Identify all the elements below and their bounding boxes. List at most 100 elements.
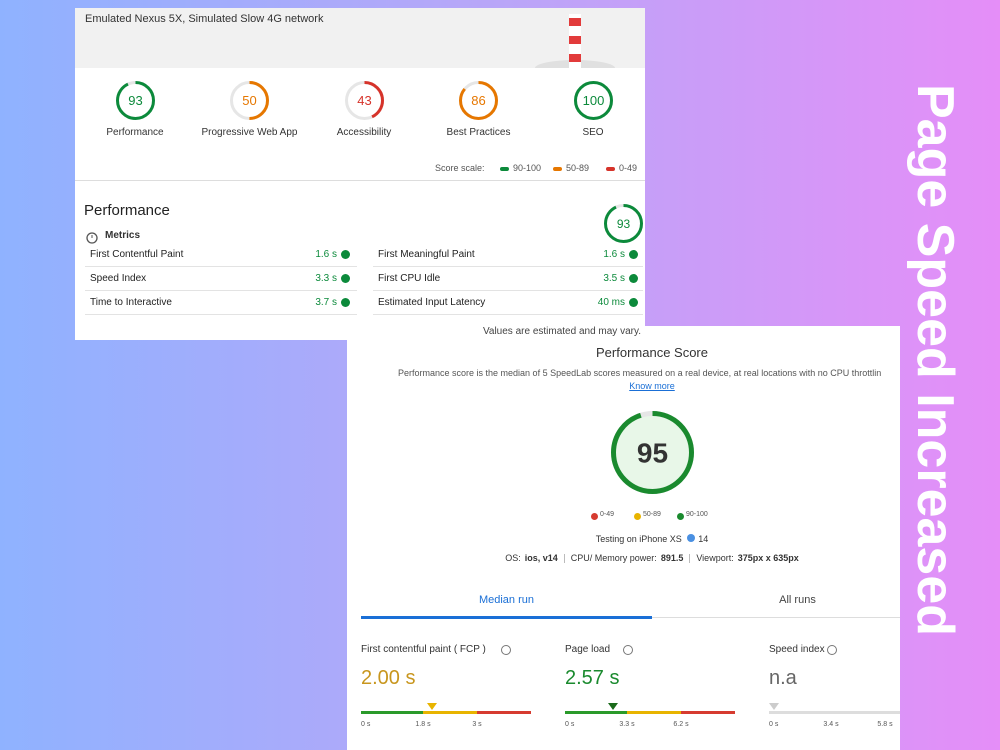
header: [75, 8, 645, 68]
gauge-score: 50: [242, 93, 256, 108]
legend-label: 90-100: [686, 511, 708, 518]
spec-label: Viewport:: [696, 553, 734, 563]
metric-value: 1.6 s: [315, 249, 337, 260]
marker: [769, 703, 779, 710]
know-more-link[interactable]: Know more: [629, 381, 675, 391]
gauge-score: 43: [357, 93, 371, 108]
version: 14: [698, 534, 709, 544]
scale-range: 90-100: [513, 163, 542, 173]
gauge-arc: [459, 80, 498, 120]
gauge-arc: [610, 410, 694, 494]
spec-value: 891.5: [660, 553, 684, 563]
gauge-score: 86: [471, 93, 485, 108]
gauge: 86: [459, 80, 498, 120]
lighthouse-panel: Emulated Nexus 5X, Simulated Slow 4G net…: [75, 8, 645, 340]
tick-label: 0 s: [361, 721, 371, 728]
metric-name: Speed index: [769, 644, 825, 655]
range-bar: [423, 711, 477, 714]
info-icon: [501, 645, 511, 655]
specs: OS: ios, v14 CPU/ Memory power: 891.5 Viewpo…: [347, 553, 900, 564]
side-title: Page Speed Increased: [906, 83, 964, 637]
metric-name: Page load: [565, 644, 611, 655]
tab-underline: [361, 616, 652, 619]
pass-icon: [341, 274, 350, 283]
metric-value: 3.7 s: [315, 297, 337, 308]
gauge-arc: [603, 203, 643, 243]
scale-swatch: [606, 167, 615, 171]
gauge: 100: [573, 80, 613, 120]
spec-value: 375px x 635px: [737, 553, 799, 563]
gauge-label: Performance: [106, 127, 164, 138]
tick-label: 3 s: [472, 721, 482, 728]
gauge-score: 93: [128, 93, 142, 108]
gauge-label: Progressive Web App: [201, 127, 298, 138]
metric-name: First CPU Idle: [378, 273, 441, 284]
pass-icon: [341, 298, 350, 307]
tab[interactable]: All runs: [779, 594, 816, 606]
row-line: [85, 266, 357, 267]
spec-separator: [689, 554, 691, 564]
timer-icon: [86, 232, 98, 244]
row-line: [85, 314, 357, 315]
legend-dot: [591, 513, 598, 520]
score-title: Performance Score: [596, 345, 708, 360]
divider: [75, 180, 645, 181]
range-bar: [885, 711, 900, 714]
tick-label: 0 s: [565, 721, 575, 728]
row-line: [85, 290, 357, 291]
metric-value: n.a: [769, 667, 797, 689]
gauge-label: Best Practices: [446, 127, 511, 138]
section-title: Performance: [84, 202, 170, 219]
tab[interactable]: Median run: [478, 594, 535, 606]
metric-name: First contentful paint ( FCP ): [361, 644, 486, 655]
gauge: 95: [610, 410, 694, 494]
gauge-label: SEO: [582, 127, 604, 138]
gauge: 93: [603, 203, 643, 243]
gauge: 50: [230, 80, 269, 120]
row-line: [373, 266, 643, 267]
spec-label: OS:: [505, 553, 521, 563]
range-bar: [769, 711, 831, 714]
spec-separator: [563, 554, 565, 564]
pass-icon: [629, 250, 638, 259]
metric-value: 3.5 s: [603, 273, 625, 284]
ios-icon: [687, 534, 696, 542]
tick-label: 5.8 s: [877, 721, 893, 728]
range-bar: [681, 711, 735, 714]
tick-label: 1.8 s: [415, 721, 431, 728]
range-bar: [361, 711, 423, 714]
tick-label: 0 s: [769, 721, 779, 728]
scale-swatch: [500, 167, 509, 171]
row-line: [373, 314, 643, 315]
range-bar: [477, 711, 531, 714]
legend-dot: [634, 513, 641, 520]
gauge-arc: [230, 80, 269, 120]
scale-range: 0-49: [619, 163, 638, 173]
pass-icon: [341, 250, 350, 259]
footer-note: Values are estimated and may vary.: [482, 326, 642, 337]
spec-label: CPU/ Memory power:: [570, 553, 657, 563]
speedlab-panel: Values are estimated and may vary. Perfo…: [347, 326, 900, 750]
tick-label: 6.2 s: [673, 721, 689, 728]
metrics-label: Metrics: [105, 230, 141, 241]
gauge-score: 93: [616, 216, 630, 230]
metric-value: 1.6 s: [603, 249, 625, 260]
scale-swatch: [553, 167, 562, 171]
gauge-arc: [115, 80, 155, 120]
info-icon: [623, 645, 633, 655]
metric-name: First Meaningful Paint: [378, 249, 475, 260]
metric-name: First Contentful Paint: [90, 249, 184, 260]
spec-value: ios, v14: [524, 553, 558, 563]
metric-name: Time to Interactive: [90, 297, 172, 308]
scale-label: Score scale:: [435, 163, 485, 173]
legend-label: 50-89: [643, 511, 661, 518]
testing-text: Testing on iPhone XS: [595, 534, 682, 544]
testing-device: Testing on iPhone XS 14: [347, 534, 900, 544]
legend-label: 0-49: [600, 511, 615, 518]
metric-value: 3.3 s: [315, 273, 337, 284]
legend-dot: [677, 513, 684, 520]
range-bar: [627, 711, 681, 714]
metric-value: 2.00 s: [361, 667, 416, 689]
gauge: 93: [115, 80, 155, 120]
